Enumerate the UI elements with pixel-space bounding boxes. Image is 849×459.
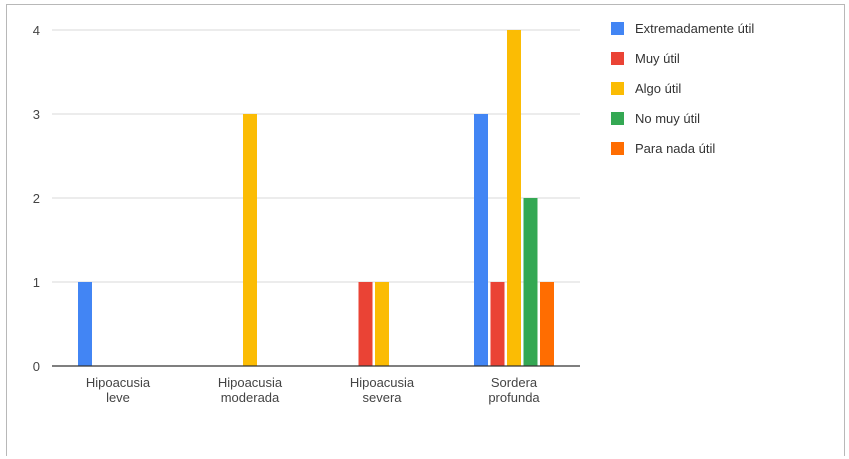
grid-lines — [52, 29, 580, 283]
x-axis-labels: Hipoacusia leve Hipoacusia moderada Hipoacus… — [86, 375, 541, 405]
legend-label: Algo útil — [635, 81, 681, 96]
category-label: Hipoacusia severa — [350, 375, 415, 405]
chart-frame — [6, 4, 845, 456]
legend-label: No muy útil — [635, 111, 700, 126]
y-tick-label: 1 — [33, 275, 40, 290]
legend-item: Muy útil — [611, 51, 680, 66]
bar-extremadamente-útil — [474, 114, 488, 366]
legend-item: No muy útil — [611, 111, 700, 126]
legend-swatch — [611, 52, 624, 65]
legend-swatch — [611, 142, 624, 155]
legend-swatch — [611, 22, 624, 35]
legend-label: Muy útil — [635, 51, 680, 66]
legend-swatch — [611, 112, 624, 125]
y-tick-label: 3 — [33, 107, 40, 122]
bars — [78, 30, 554, 366]
bar-para-nada-útil — [540, 282, 554, 366]
legend-item: Algo útil — [611, 81, 681, 96]
y-tick-label: 2 — [33, 191, 40, 206]
bar-muy-útil — [490, 282, 505, 366]
y-tick-label: 4 — [33, 23, 40, 38]
category-label: Hipoacusia moderada — [218, 375, 283, 405]
bar-extremadamente-útil — [78, 282, 92, 366]
legend-label: Para nada útil — [635, 141, 715, 156]
bar-algo-útil — [243, 114, 257, 366]
legend-label: Extremadamente útil — [635, 21, 754, 36]
bar-algo-útil — [507, 30, 521, 366]
y-axis-ticks: 0 1 2 3 4 — [33, 23, 40, 374]
category-label: Hipoacusia leve — [86, 375, 151, 405]
legend-item: Extremadamente útil — [611, 21, 754, 36]
legend: Extremadamente útil Muy útil Algo útil No m… — [611, 21, 754, 156]
category-label: Sordera profunda — [488, 375, 540, 405]
bar-algo-útil — [375, 282, 389, 366]
legend-item: Para nada útil — [611, 141, 715, 156]
y-tick-label: 0 — [33, 359, 40, 374]
legend-swatch — [611, 82, 624, 95]
bar-no-muy-útil — [523, 198, 538, 366]
bar-muy-útil — [358, 282, 373, 366]
